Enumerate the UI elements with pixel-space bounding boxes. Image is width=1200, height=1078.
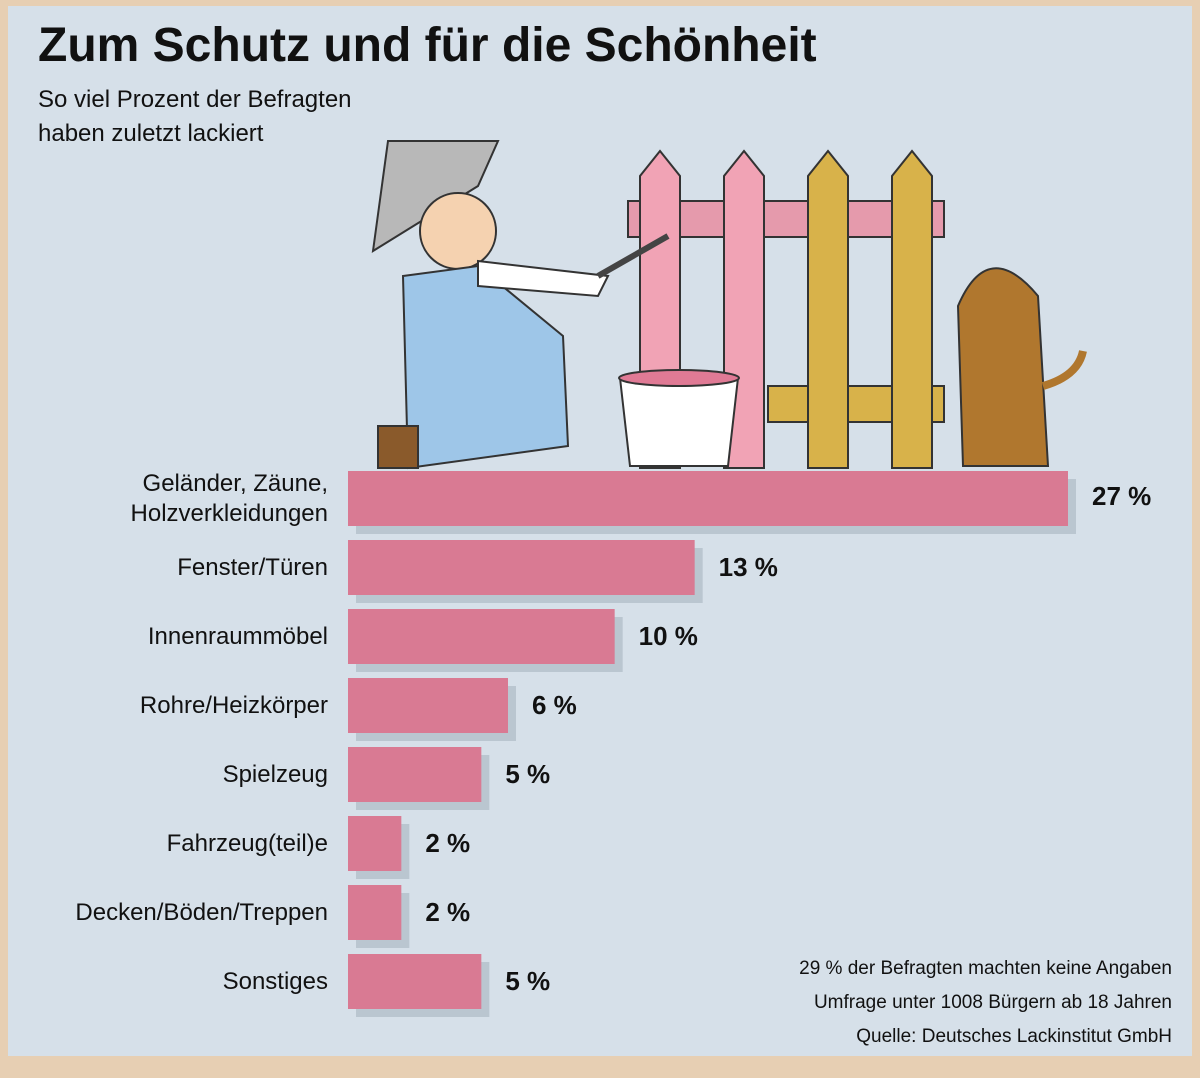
category-label: Innenraummöbel xyxy=(147,622,328,650)
value-label: 27 % xyxy=(1092,481,1152,511)
painter xyxy=(371,140,670,470)
bar xyxy=(348,471,1068,526)
value-label: 2 % xyxy=(425,897,471,927)
bucket xyxy=(618,369,740,467)
category-label: Spielzeug xyxy=(222,760,328,788)
category-label: Sonstiges xyxy=(222,967,328,995)
category-label: Decken/Böden/Treppen xyxy=(75,898,328,926)
note: 29 % der Befragten machten keine Angaben xyxy=(799,958,1172,979)
subtitle: So viel Prozent der Befragten xyxy=(38,86,352,113)
value-label: 5 % xyxy=(505,759,551,789)
bar xyxy=(348,954,482,1009)
bar xyxy=(348,885,402,940)
value-label: 2 % xyxy=(425,828,471,858)
bar xyxy=(348,540,695,595)
dog xyxy=(956,267,1087,467)
note: Umfrage unter 1008 Bürgern ab 18 Jahren xyxy=(813,992,1172,1013)
note: Quelle: Deutsches Lackinstitut GmbH xyxy=(856,1026,1172,1047)
bar xyxy=(348,816,402,871)
value-label: 6 % xyxy=(532,690,577,720)
category-label: Fahrzeug(teil)e xyxy=(166,829,328,857)
value-label: 5 % xyxy=(505,966,551,996)
category-label: Fenster/Türen xyxy=(177,553,328,581)
subtitle: haben zuletzt lackiert xyxy=(38,120,264,147)
illustration xyxy=(348,140,1087,1017)
category-label: Geländer, Zäune, Holzverkleidungen xyxy=(130,469,328,527)
bar xyxy=(348,678,508,733)
value-label: 13 % xyxy=(718,552,778,582)
bar xyxy=(348,609,615,664)
value-label: 10 % xyxy=(638,621,698,651)
chart-title: Zum Schutz und für die Schönheit xyxy=(38,19,817,72)
panel: Zum Schutz und für die Schönheit So viel… xyxy=(8,6,1192,1056)
bar xyxy=(348,747,482,802)
category-label: Rohre/Heizkörper xyxy=(139,691,328,719)
